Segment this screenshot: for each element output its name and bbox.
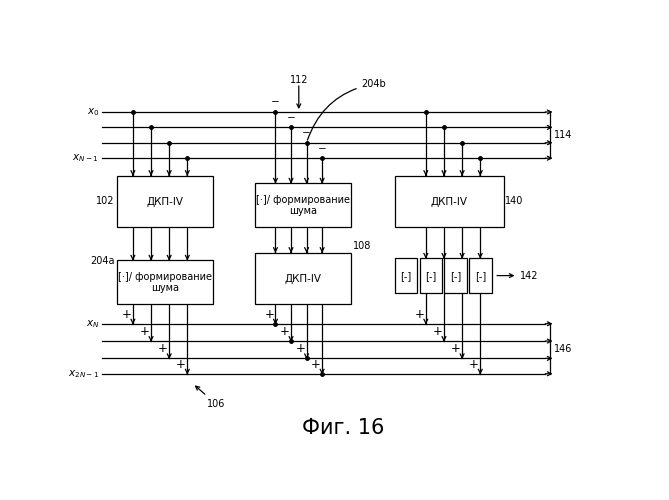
Text: +: + <box>158 342 168 355</box>
Text: [-]: [-] <box>425 270 436 280</box>
Text: 146: 146 <box>555 344 573 354</box>
Bar <box>444 258 467 293</box>
Text: +: + <box>176 358 186 370</box>
Text: $x_N$: $x_N$ <box>86 318 99 330</box>
Text: −: − <box>302 128 311 138</box>
Text: 106: 106 <box>195 386 225 409</box>
Text: ДКП-IV: ДКП-IV <box>431 196 468 206</box>
Text: +: + <box>415 308 425 320</box>
Text: 108: 108 <box>353 240 371 250</box>
Text: [·]/ формирование
шума: [·]/ формирование шума <box>256 194 350 216</box>
Text: [-]: [-] <box>400 270 411 280</box>
Text: +: + <box>433 325 443 338</box>
Text: 114: 114 <box>555 130 573 140</box>
Text: +: + <box>311 358 321 370</box>
Text: $x_{2N-1}$: $x_{2N-1}$ <box>68 368 99 380</box>
Text: +: + <box>451 342 461 355</box>
Text: 204a: 204a <box>90 256 115 266</box>
Text: −: − <box>271 98 280 108</box>
Text: +: + <box>296 342 305 355</box>
Text: [·]/ формирование
шума: [·]/ формирование шума <box>118 272 212 293</box>
Bar <box>117 260 213 304</box>
Text: Фиг. 16: Фиг. 16 <box>302 418 384 438</box>
Text: +: + <box>140 325 150 338</box>
Text: +: + <box>264 308 274 320</box>
Text: −: − <box>286 113 296 123</box>
Bar <box>419 258 442 293</box>
Text: ДКП-IV: ДКП-IV <box>284 274 321 283</box>
Text: −: − <box>318 144 326 154</box>
Text: +: + <box>122 308 132 320</box>
Bar <box>255 183 351 228</box>
Bar <box>255 252 351 304</box>
Bar <box>117 176 213 228</box>
Text: 142: 142 <box>497 270 539 280</box>
Text: 140: 140 <box>505 196 524 206</box>
Text: $x_{N-1}$: $x_{N-1}$ <box>72 152 99 164</box>
Text: 102: 102 <box>96 196 115 206</box>
Text: +: + <box>280 325 290 338</box>
Text: $x_0$: $x_0$ <box>87 106 99 118</box>
Text: ДКП-IV: ДКП-IV <box>147 196 184 206</box>
Bar <box>470 258 492 293</box>
Text: [-]: [-] <box>475 270 486 280</box>
Bar <box>395 258 417 293</box>
Text: 204b: 204b <box>308 79 386 140</box>
Text: 112: 112 <box>290 76 308 86</box>
Text: +: + <box>469 358 479 370</box>
Bar <box>395 176 504 228</box>
Text: [-]: [-] <box>450 270 461 280</box>
